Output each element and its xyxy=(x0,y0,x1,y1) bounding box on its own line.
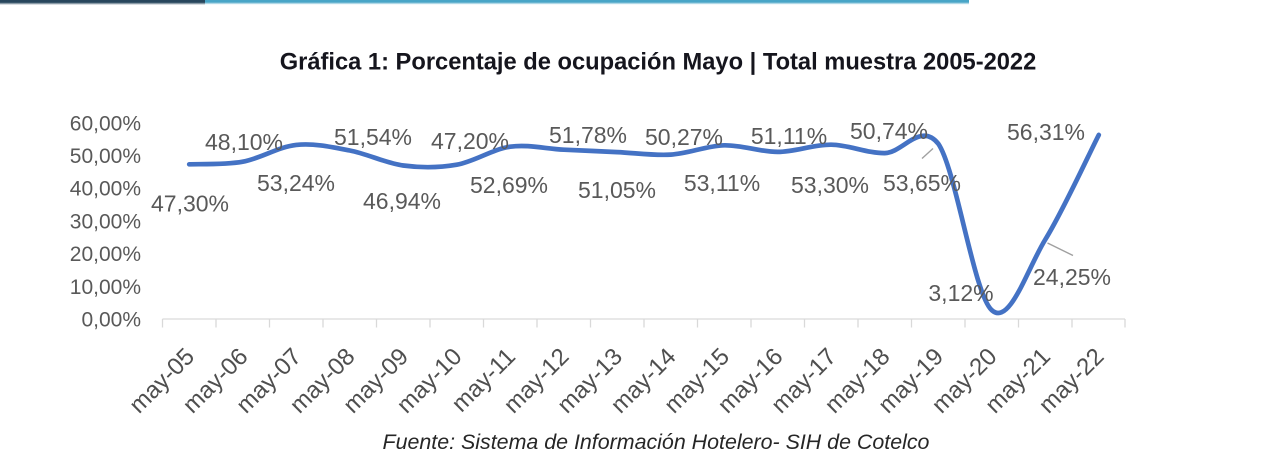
svg-text:Fuente: Sistema de Información: Fuente: Sistema de Información Hotelero-… xyxy=(383,430,930,454)
svg-text:24,25%: 24,25% xyxy=(1033,264,1111,290)
svg-text:3,12%: 3,12% xyxy=(928,280,993,306)
svg-text:50,27%: 50,27% xyxy=(645,124,723,150)
svg-text:51,05%: 51,05% xyxy=(578,177,656,203)
svg-text:51,78%: 51,78% xyxy=(549,122,627,148)
svg-text:10,00%: 10,00% xyxy=(70,276,141,299)
svg-text:53,30%: 53,30% xyxy=(791,172,869,198)
svg-text:50,00%: 50,00% xyxy=(70,145,141,168)
svg-text:51,54%: 51,54% xyxy=(334,124,412,150)
svg-text:20,00%: 20,00% xyxy=(70,243,141,266)
svg-text:47,30%: 47,30% xyxy=(151,191,229,217)
svg-text:47,20%: 47,20% xyxy=(431,128,509,154)
svg-text:40,00%: 40,00% xyxy=(70,178,141,201)
svg-text:0,00%: 0,00% xyxy=(81,309,141,332)
svg-text:50,74%: 50,74% xyxy=(850,118,928,144)
svg-text:Gráfica 1: Porcentaje de ocupa: Gráfica 1: Porcentaje de ocupación Mayo … xyxy=(280,50,1037,76)
svg-text:30,00%: 30,00% xyxy=(70,210,141,233)
svg-text:52,69%: 52,69% xyxy=(470,172,548,198)
svg-text:53,65%: 53,65% xyxy=(883,170,961,196)
svg-text:53,11%: 53,11% xyxy=(684,170,760,196)
svg-text:51,11%: 51,11% xyxy=(751,123,827,149)
svg-text:60,00%: 60,00% xyxy=(70,112,141,135)
svg-text:46,94%: 46,94% xyxy=(363,188,441,214)
svg-text:53,24%: 53,24% xyxy=(257,170,335,196)
svg-text:56,31%: 56,31% xyxy=(1007,119,1085,145)
svg-text:48,10%: 48,10% xyxy=(205,129,283,155)
